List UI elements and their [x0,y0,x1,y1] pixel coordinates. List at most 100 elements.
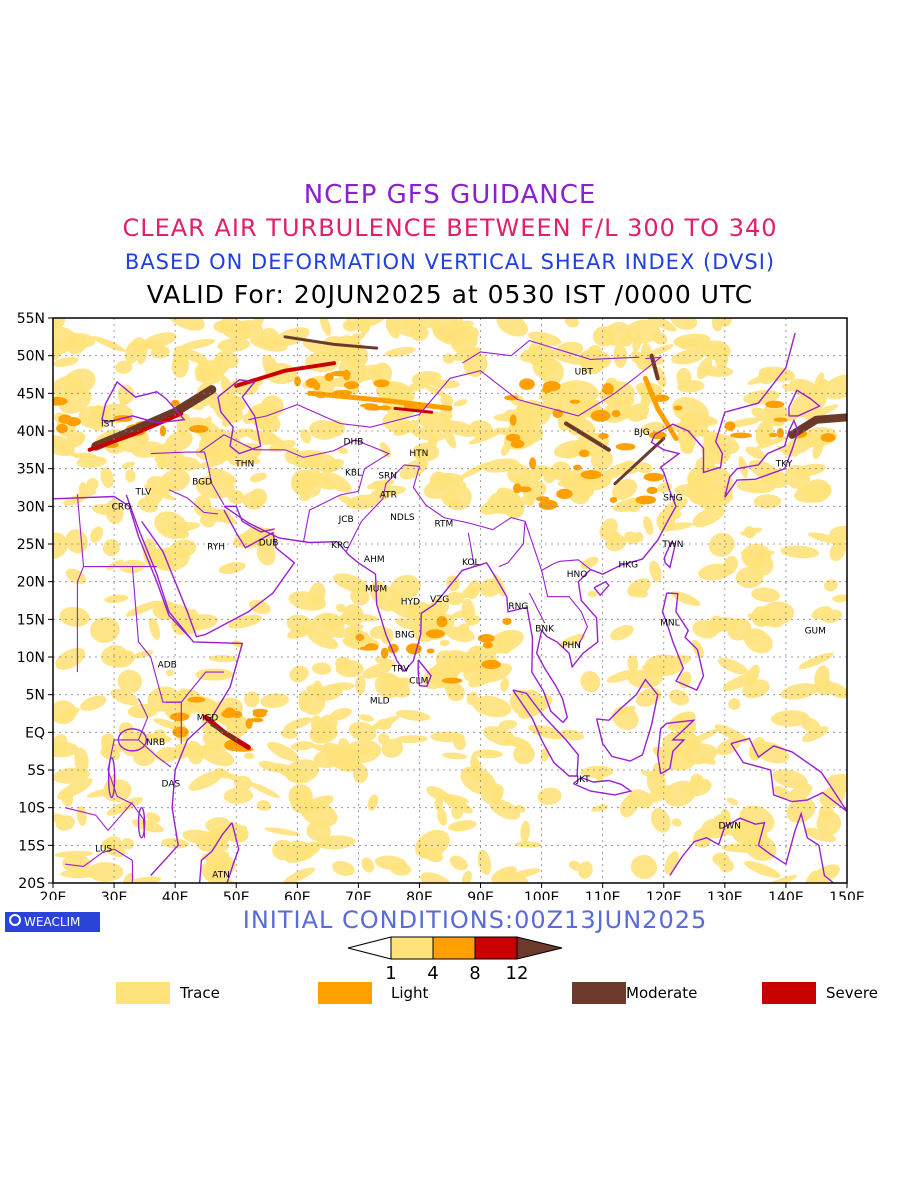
station-label: TWN [661,540,683,550]
trace-patch [780,545,820,559]
trace-patch [568,860,582,871]
trace-patch [510,868,541,879]
light-patch [578,449,590,458]
light-patch [425,629,446,639]
station-label: RNG [508,602,528,612]
trace-patch [125,469,136,483]
trace-patch [658,522,694,532]
trace-patch [782,383,794,392]
trace-patch [801,726,829,743]
trace-patch [776,446,798,457]
colorbar-tick: 12 [506,963,529,984]
trace-patch [249,472,267,483]
coastline [53,495,191,639]
trace-patch [100,746,121,761]
trace-patch [90,617,120,643]
trace-patch [342,604,364,627]
coastline [226,822,240,883]
trace-patch [744,860,781,878]
station-label: SRN [378,471,397,481]
station-label: NDLS [390,513,415,523]
trace-patch [165,669,175,677]
turbulence-band [393,406,434,414]
lon-tick-label: 50E [223,890,250,900]
trace-patch [260,693,290,709]
trace-patch [479,578,501,597]
coastline [572,776,633,796]
trace-patch [358,714,374,722]
trace-patch [243,752,255,760]
trace-patch [420,872,453,883]
station-label: JCB [338,515,354,525]
boundary-line [345,464,526,568]
turbulence-map: IST TLV BGD CRO THN RYH DUB DHB KBL SRN HTN ATR JCB N… [17,311,865,900]
lat-tick-label: 25N [17,537,45,553]
coastline [125,494,244,876]
lat-tick-label: 45N [17,386,45,402]
light-patch [364,643,379,651]
trace-patch [451,803,464,820]
station-label: UBT [575,367,594,377]
trace-patch [829,525,847,541]
legend-swatch-severe [762,982,816,1004]
boundary-line [467,532,475,567]
lon-tick-label: 80E [406,890,433,900]
boundary-line [65,802,133,832]
lat-tick-label: 5S [27,763,45,779]
trace-patch [635,688,662,707]
trace-patch [717,657,749,675]
trace-patch [533,465,562,477]
trace-patch [223,787,254,804]
trace-patch [127,703,159,719]
trace-patch [711,814,732,835]
trace-patch [264,827,301,836]
colorbar-trace [390,936,434,960]
trace-patch [280,728,298,739]
lat-tick-label: 15N [17,612,45,628]
lat-tick-label: 20S [18,876,45,892]
trace-patch [453,734,466,751]
trace-patch [698,563,732,581]
station-label: CLM [409,676,428,686]
trace-patch [780,683,819,700]
trace-patch [287,624,316,639]
station-label: VZG [430,595,449,605]
station-label: DHB [344,438,364,448]
trace-patch [53,742,79,758]
boundary-line [166,701,182,744]
light-patch [653,394,670,402]
trace-patch [178,614,219,632]
trace-patch [829,540,847,562]
trace-patch [758,366,795,382]
colorbar-tick: 1 [385,963,396,984]
trace-patch [671,818,682,827]
trace-patch [496,318,528,337]
legend-swatch-moderate [572,982,626,1004]
title-parameter: CLEAR AIR TURBULENCE BETWEEN F/L 300 TO … [122,214,778,242]
light-patch [773,417,788,422]
station-label: RYH [207,542,225,552]
trace-patch [337,446,349,454]
light-patch [590,409,611,422]
trace-patch [728,698,741,711]
trace-patch [75,489,97,499]
title-product: NCEP GFS GUIDANCE [303,180,597,210]
trace-patch [632,331,642,353]
trace-patch [650,330,668,345]
trace-patch [257,408,278,425]
trace-patch [602,462,631,480]
trace-patch [125,600,160,617]
trace-patch [196,363,213,382]
colorbar-tick: 8 [469,963,480,984]
trace-patch [106,559,124,571]
trace-patch [500,677,510,692]
trace-patch [256,800,272,811]
light-patch [512,483,522,494]
trace-patch [818,378,829,392]
trace-patch [694,484,733,507]
station-label: RTM [434,520,453,530]
trace-patch [687,465,704,489]
light-patch [542,380,561,392]
lon-tick-label: 40E [162,890,189,900]
trace-patch [119,397,129,406]
